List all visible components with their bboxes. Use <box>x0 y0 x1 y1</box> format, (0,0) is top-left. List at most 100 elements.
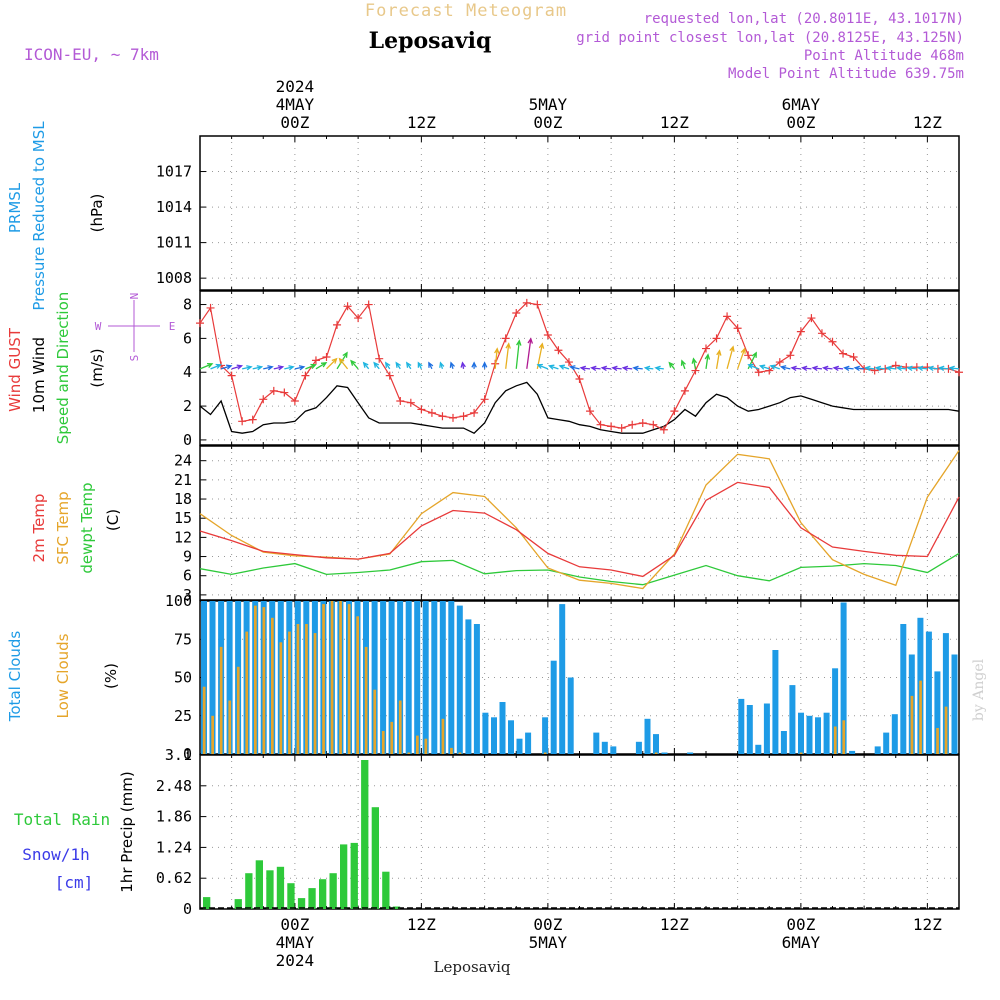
low-cloud-bar <box>211 715 214 755</box>
rain-bar <box>361 760 369 909</box>
gust-marker <box>807 314 816 323</box>
top-time-label: 6MAY <box>782 95 821 114</box>
wind-direction-arrow <box>654 365 664 372</box>
wind-dir-title: Speed and Direction <box>54 292 72 445</box>
compass-west: W <box>95 320 102 333</box>
wind-direction-arrow <box>536 363 549 370</box>
total-cloud-bar <box>439 601 446 754</box>
pressure-frame <box>199 135 960 291</box>
gust-marker <box>290 397 299 405</box>
bottom-time-label: 12Z <box>407 915 436 934</box>
gust-marker <box>364 300 373 309</box>
total-cloud-bar <box>934 671 941 754</box>
low-cloud-bar <box>305 624 308 754</box>
wind-direction-arrow <box>305 363 317 370</box>
total-cloud-bar <box>550 660 557 754</box>
low-cloud-bar <box>833 726 837 754</box>
y-tick-label: 75 <box>174 630 192 648</box>
gust-marker <box>385 371 394 380</box>
rain-bar <box>203 897 211 909</box>
wind-direction-arrow <box>405 361 412 370</box>
gust-marker <box>575 375 584 383</box>
gust-marker <box>470 408 479 417</box>
total-cloud-bar <box>806 715 813 755</box>
gust-marker <box>301 371 310 380</box>
model-label: ICON-EU, ~ 7km <box>24 45 159 64</box>
location-title: Leposaviq <box>369 28 492 54</box>
rain-bar <box>382 871 390 909</box>
y-tick-label: 21 <box>174 471 192 489</box>
wind-speed-line <box>199 381 960 434</box>
wind-direction-arrow <box>547 364 559 370</box>
gust-marker <box>586 407 595 416</box>
bottom-time-label: 00Z <box>786 915 815 934</box>
wind-direction-arrow <box>843 365 854 372</box>
rain-bar <box>276 866 285 909</box>
low-cloud-bar <box>390 721 394 754</box>
compass-south: S <box>128 355 141 362</box>
gust-marker <box>311 356 320 365</box>
y-tick-label: 0 <box>183 431 192 449</box>
low-cloud-bar <box>654 752 658 754</box>
total-cloud-bar <box>422 601 429 754</box>
wind-direction-arrow <box>747 363 759 370</box>
wind-unit: (m/s) <box>88 348 106 387</box>
gust-marker <box>396 397 405 405</box>
gust-marker <box>480 395 489 404</box>
wind-direction-arrow <box>691 357 698 369</box>
gust-marker <box>733 324 742 333</box>
wind-direction-arrow <box>874 365 886 372</box>
gust-marker <box>839 349 848 358</box>
snow-unit: [cm] <box>55 873 94 892</box>
footer-location: Leposaviq <box>434 958 511 976</box>
total-clouds-title: Total Clouds <box>6 631 24 723</box>
y-tick-label: 9 <box>183 548 192 566</box>
gust-marker <box>628 420 637 429</box>
gust-marker <box>354 314 363 323</box>
y-tick-label: 1.86 <box>156 808 192 826</box>
wind-direction-arrow <box>526 337 534 369</box>
wind-direction-arrow <box>273 365 285 371</box>
snow-title: Snow/1h <box>22 845 89 864</box>
low-cloud-bar <box>416 735 419 754</box>
gust-marker <box>322 353 331 361</box>
low-cloud-bar <box>279 642 283 754</box>
total-cloud-bar <box>610 746 617 755</box>
bottom-time-label: 5MAY <box>529 933 568 952</box>
gust-marker <box>459 412 468 421</box>
wind-direction-arrow <box>758 364 770 370</box>
total-cloud-bar <box>465 619 472 754</box>
low-cloud-bar <box>322 604 325 754</box>
total-cloud-bar <box>567 677 574 754</box>
wind-direction-arrow <box>632 365 643 372</box>
low-cloud-bar <box>910 695 914 754</box>
wind-direction-arrow <box>242 365 253 371</box>
rain-bar <box>392 906 401 909</box>
wind-direction-arrow <box>294 365 306 371</box>
total-cloud-bar <box>763 703 770 754</box>
low-cloud-bar <box>347 604 351 754</box>
rain-bar <box>319 879 327 909</box>
wind-direction-arrow <box>284 365 295 371</box>
wind-direction-arrow <box>252 365 264 371</box>
wind-direction-arrow <box>600 365 612 372</box>
wind-direction-arrow <box>558 364 570 370</box>
wind-direction-arrow <box>338 357 349 370</box>
low-cloud-bar <box>356 616 359 754</box>
total-cloud-bar <box>226 601 233 754</box>
gust-marker <box>723 312 732 321</box>
product-title: Forecast Meteogram <box>365 1 567 21</box>
total-cloud-bar <box>473 624 480 754</box>
bottom-time-label: 12Z <box>913 915 942 934</box>
low-cloud-bar <box>373 689 377 754</box>
y-tick-label: 4 <box>183 363 192 381</box>
total-cloud-bar <box>542 717 549 754</box>
rain-bar <box>340 844 348 909</box>
wind-direction-arrow <box>460 361 466 369</box>
gust-marker <box>343 302 352 311</box>
total-cloud-bar <box>661 752 668 754</box>
